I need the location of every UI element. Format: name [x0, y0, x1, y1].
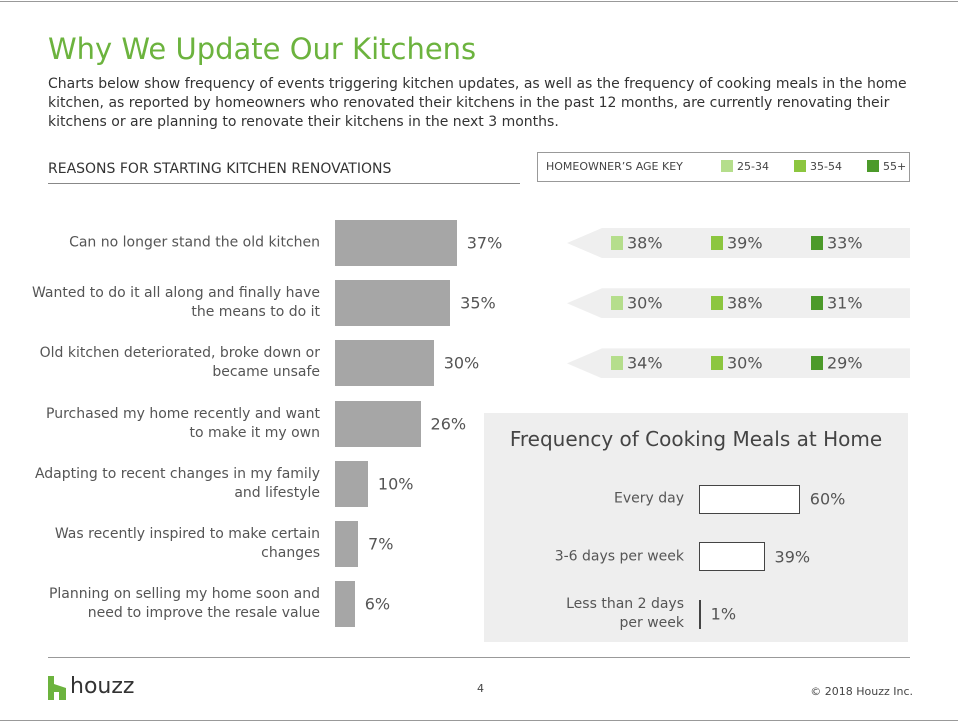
breakdown-swatch — [711, 236, 723, 250]
value-label: 7% — [368, 534, 394, 554]
legend-label: 25-34 — [737, 160, 769, 173]
category-label: 3-6 days per week — [554, 548, 684, 564]
category-label: Every day — [614, 490, 684, 507]
bar — [699, 599, 701, 629]
category-label: Purchased my home recently and want to m… — [46, 405, 320, 441]
breakdown-swatch — [611, 236, 623, 250]
cooking-panel: Frequency of Cooking Meals at Home — [484, 413, 908, 642]
chart-title: REASONS FOR STARTING KITCHEN RENOVATIONS — [48, 161, 392, 177]
value-label: 37% — [466, 233, 503, 253]
breakdown-label: 31% — [827, 293, 863, 313]
breakdown-swatch — [611, 296, 623, 311]
value-label: 1% — [710, 604, 737, 624]
breakdown-swatch — [811, 236, 823, 250]
bar — [699, 484, 800, 514]
legend-label: 55+ — [883, 160, 907, 173]
value-label: 26% — [430, 414, 467, 434]
breakdown-label: 30% — [727, 353, 763, 373]
bar — [335, 581, 355, 628]
breakdown-label: 38% — [727, 293, 763, 313]
breakdown-band — [567, 288, 910, 319]
rule — [48, 183, 520, 184]
breakdown-swatch — [811, 356, 823, 371]
breakdown-swatch — [711, 356, 723, 371]
subtitle: Charts below show frequency of events tr… — [48, 76, 907, 130]
brand: houzz — [70, 674, 135, 699]
value-label: 35% — [460, 293, 496, 313]
breakdown-label: 33% — [827, 233, 863, 253]
legend-title: HOMEOWNER’S AGE KEY — [546, 160, 683, 173]
chart-title: Frequency of Cooking Meals at Home — [509, 427, 883, 451]
bar — [335, 220, 457, 266]
logo-icon — [48, 676, 66, 700]
legend-swatch — [794, 160, 806, 172]
breakdown-swatch — [611, 356, 623, 371]
value-label: 39% — [774, 547, 811, 566]
category-label: Adapting to recent changes in my family … — [34, 465, 320, 501]
bar — [335, 280, 451, 327]
category-label: Wanted to do it all along and finally ha… — [31, 285, 320, 321]
breakdown-label: 38% — [627, 233, 663, 253]
legend-label: 35-54 — [810, 160, 842, 173]
legend-swatch — [721, 160, 733, 172]
bar — [335, 400, 421, 447]
legend-swatch — [867, 160, 879, 172]
copyright: © 2018 Houzz Inc. — [810, 685, 913, 698]
bar — [699, 542, 765, 571]
category-label: Can no longer stand the old kitchen — [69, 234, 320, 251]
category-label: Was recently inspired to make certain ch… — [54, 526, 320, 561]
value-label: 60% — [809, 489, 846, 509]
category-label: Less than 2 days per week — [566, 596, 684, 631]
frame-bottom — [0, 720, 958, 721]
breakdown-label: 34% — [627, 353, 663, 373]
breakdown-swatch — [811, 296, 823, 311]
bar — [335, 521, 359, 567]
legend: HOMEOWNER’S AGE KEY 25-34 35-54 55+ — [537, 152, 910, 182]
value-label: 6% — [364, 594, 391, 614]
breakdown-swatch — [711, 296, 723, 311]
category-label: Old kitchen deteriorated, broke down or … — [39, 345, 320, 381]
breakdown-band — [567, 228, 910, 258]
breakdown-band — [567, 348, 910, 379]
breakdown-label: 30% — [627, 293, 663, 313]
frame-top — [0, 1, 958, 2]
title: Why We Update Our Kitchens — [48, 32, 477, 66]
breakdown-label: 29% — [827, 353, 863, 373]
breakdown-label: 39% — [727, 233, 763, 253]
value-label: 10% — [377, 474, 414, 494]
page-number: 4 — [477, 682, 484, 695]
bar — [335, 340, 434, 387]
footer-rule — [48, 657, 910, 658]
value-label: 30% — [443, 353, 480, 373]
category-label: Planning on selling my home soon and nee… — [48, 586, 320, 622]
bar — [335, 460, 368, 507]
